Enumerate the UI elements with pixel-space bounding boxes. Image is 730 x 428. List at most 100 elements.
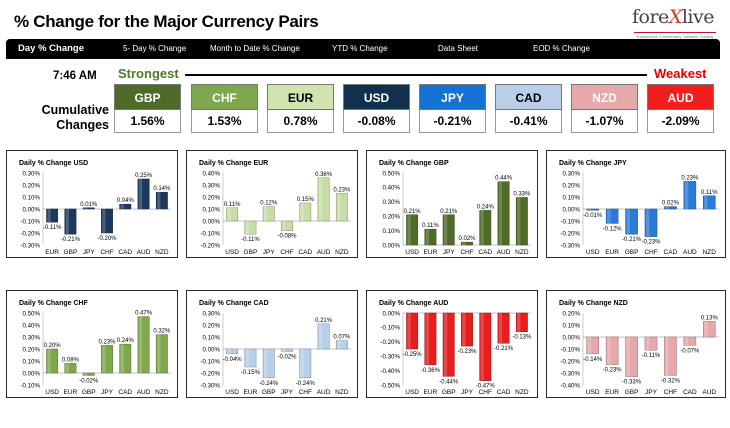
category-label: NZD xyxy=(515,249,529,256)
data-label: 0.12% xyxy=(260,201,278,207)
logo-x: X xyxy=(668,6,683,28)
forexlive-logo[interactable]: foreXlive Transparent Commentary. Valuab… xyxy=(632,6,720,42)
currency-value-nzd: -1.07% xyxy=(571,110,638,133)
bar-highlight xyxy=(607,209,611,224)
category-label: EUR xyxy=(605,389,619,396)
data-label: -0.13% xyxy=(512,335,532,341)
currency-header-jpy: JPY xyxy=(419,84,486,110)
bar-highlight xyxy=(227,349,231,354)
currency-header-nzd: NZD xyxy=(571,84,638,110)
weakest-label: Weakest xyxy=(654,66,707,81)
data-label: 0.15% xyxy=(297,197,315,203)
data-label: -0.11% xyxy=(43,225,62,231)
bar-chf xyxy=(299,348,312,379)
tab-month-to-date-change[interactable]: Month to Date % Change xyxy=(210,44,300,53)
strongest-label: Strongest xyxy=(118,66,179,81)
category-label: CAD xyxy=(298,249,312,256)
data-label: -0.23% xyxy=(457,349,477,355)
bar-eur xyxy=(46,208,59,223)
bar-nzd xyxy=(155,334,168,374)
y-tick-label: 0.00% xyxy=(22,206,40,213)
data-label: -0.02% xyxy=(277,354,297,360)
bar-highlight xyxy=(84,373,88,376)
data-label: 0.11% xyxy=(422,223,439,229)
y-tick-label: 0.00% xyxy=(562,206,580,213)
cumulative-label-line2: Changes xyxy=(56,118,109,132)
bar-cad xyxy=(497,312,510,344)
category-label: GBP xyxy=(64,249,78,256)
chart-svg: Daily % Change CHF -0.10% 0.00% 0.10% 0.20% 0… xyxy=(19,300,171,396)
y-tick-label: 0.30% xyxy=(22,170,40,177)
category-label: USD xyxy=(586,389,600,396)
currency-value-jpy: -0.21% xyxy=(419,110,486,133)
data-label: -0.44% xyxy=(439,379,459,385)
bar-aud xyxy=(317,177,330,222)
tab-data-sheet[interactable]: Data Sheet xyxy=(438,44,479,53)
data-label: 0.08% xyxy=(62,357,80,363)
bar-nzd xyxy=(515,312,528,332)
category-label: GBP xyxy=(442,389,456,396)
currency-header-cad: CAD xyxy=(495,84,562,110)
category-label: USD xyxy=(586,249,600,256)
bar-highlight xyxy=(626,337,630,377)
bar-cad xyxy=(119,343,132,374)
category-label: EUR xyxy=(64,389,78,396)
logo-underline xyxy=(634,32,716,33)
bar-highlight xyxy=(425,313,429,365)
bar-nzd xyxy=(335,193,348,222)
y-tick-label: 0.20% xyxy=(202,322,220,329)
category-label: EUR xyxy=(605,249,619,256)
category-label: USD xyxy=(405,249,419,256)
currency-header-usd: USD xyxy=(343,84,410,110)
data-label: -0.01% xyxy=(583,213,603,219)
category-label: NZD xyxy=(703,249,717,256)
cumulative-changes-label: Cumulative Changes xyxy=(39,103,109,133)
bar-highlight xyxy=(337,193,341,221)
bar-highlight xyxy=(264,206,268,221)
data-label: -0.23% xyxy=(641,240,661,246)
data-label: 0.20% xyxy=(44,343,62,349)
bar-chf xyxy=(101,208,113,234)
bar-chf xyxy=(281,220,293,231)
tab-day-change[interactable]: Day % Change xyxy=(18,43,84,54)
bar-gbp xyxy=(244,220,257,235)
bar-cad xyxy=(479,210,492,246)
data-label: 0.13% xyxy=(701,315,719,321)
y-tick-label: -0.10% xyxy=(560,218,580,225)
bar-highlight xyxy=(102,345,106,373)
category-label: NZD xyxy=(515,389,529,396)
bar-highlight xyxy=(444,214,448,245)
tab-ytd-change[interactable]: YTD % Change xyxy=(332,44,388,53)
data-label: 0.02% xyxy=(458,236,476,242)
bar-highlight xyxy=(444,313,448,377)
bar-highlight xyxy=(282,349,286,352)
category-label: AUD xyxy=(683,249,697,256)
bar-highlight xyxy=(498,181,503,245)
bar-highlight xyxy=(407,214,411,245)
bar-highlight xyxy=(684,337,689,346)
y-tick-label: -0.20% xyxy=(560,230,580,237)
bar-highlight xyxy=(626,209,630,235)
nav-bar: Day % Change 5- Day % Change Month to Da… xyxy=(6,39,720,59)
tab-5-day-change[interactable]: 5- Day % Change xyxy=(123,44,187,53)
y-tick-label: 0.00% xyxy=(202,218,220,225)
category-label: JPY xyxy=(281,389,294,396)
currency-value-usd: -0.08% xyxy=(343,110,410,133)
y-tick-label: 0.40% xyxy=(22,322,40,329)
category-label: CHF xyxy=(460,249,473,256)
data-label: 0.23% xyxy=(681,175,699,181)
data-label: -0.21% xyxy=(61,237,81,243)
category-label: USD xyxy=(225,389,239,396)
bar-highlight xyxy=(607,337,611,365)
category-label: CHF xyxy=(664,389,677,396)
tab-eod-change[interactable]: EOD % Change xyxy=(533,44,590,53)
chart-title: Daily % Change EUR xyxy=(199,160,268,167)
y-tick-label: 0.30% xyxy=(202,310,220,317)
y-tick-label: 0.00% xyxy=(22,370,40,377)
y-tick-label: 0.40% xyxy=(202,170,220,177)
data-label: 0.21% xyxy=(315,318,333,324)
category-label: CAD xyxy=(664,249,678,256)
y-tick-label: -0.20% xyxy=(380,339,400,346)
chart-panel-usd: Daily % Change USD -0.30% -0.20% -0.10% 0.00… xyxy=(6,150,178,258)
y-tick-label: -0.10% xyxy=(560,346,580,353)
